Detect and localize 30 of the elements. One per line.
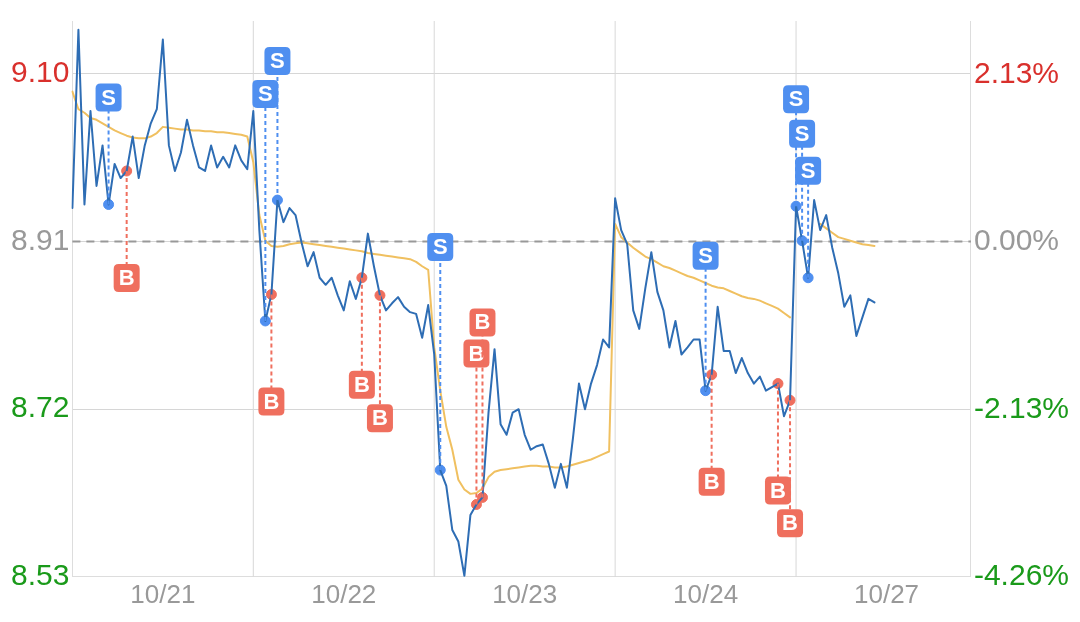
data-label: S — [258, 81, 273, 107]
data-label: B — [770, 477, 786, 503]
data-label: B — [118, 265, 135, 291]
data-label: S — [788, 86, 804, 112]
x-tick-label: 10/21 — [130, 578, 196, 609]
y2-tick-label: -2.13% — [973, 390, 1070, 424]
x-tick-label: 10/22 — [311, 578, 377, 609]
data-label: B — [782, 510, 798, 536]
y-tick-label: 9.10 — [11, 55, 70, 89]
x-tick-label: 10/24 — [673, 578, 739, 609]
data-label: S — [270, 48, 285, 74]
data-label: S — [698, 242, 713, 268]
data-label: B — [372, 405, 388, 431]
y2-tick-label: 0.00% — [973, 223, 1060, 257]
x-tick-label: 10/23 — [492, 578, 558, 609]
data-label: B — [468, 340, 485, 366]
y2-tick-label: 2.13% — [973, 55, 1060, 89]
data-label: S — [794, 120, 810, 146]
x-tick-label: 10/27 — [853, 578, 920, 609]
data-label: S — [432, 234, 448, 260]
data-label: B — [474, 309, 491, 335]
data-label: S — [800, 157, 816, 183]
y-tick-label: 8.91 — [11, 222, 70, 256]
y2-tick-label: -4.26% — [973, 558, 1070, 592]
y-tick-label: 8.53 — [11, 558, 70, 592]
data-label: S — [101, 84, 116, 110]
data-label: B — [263, 388, 280, 414]
y-tick-label: 8.72 — [11, 390, 70, 424]
data-label: B — [353, 371, 370, 397]
data-label: B — [703, 468, 720, 494]
